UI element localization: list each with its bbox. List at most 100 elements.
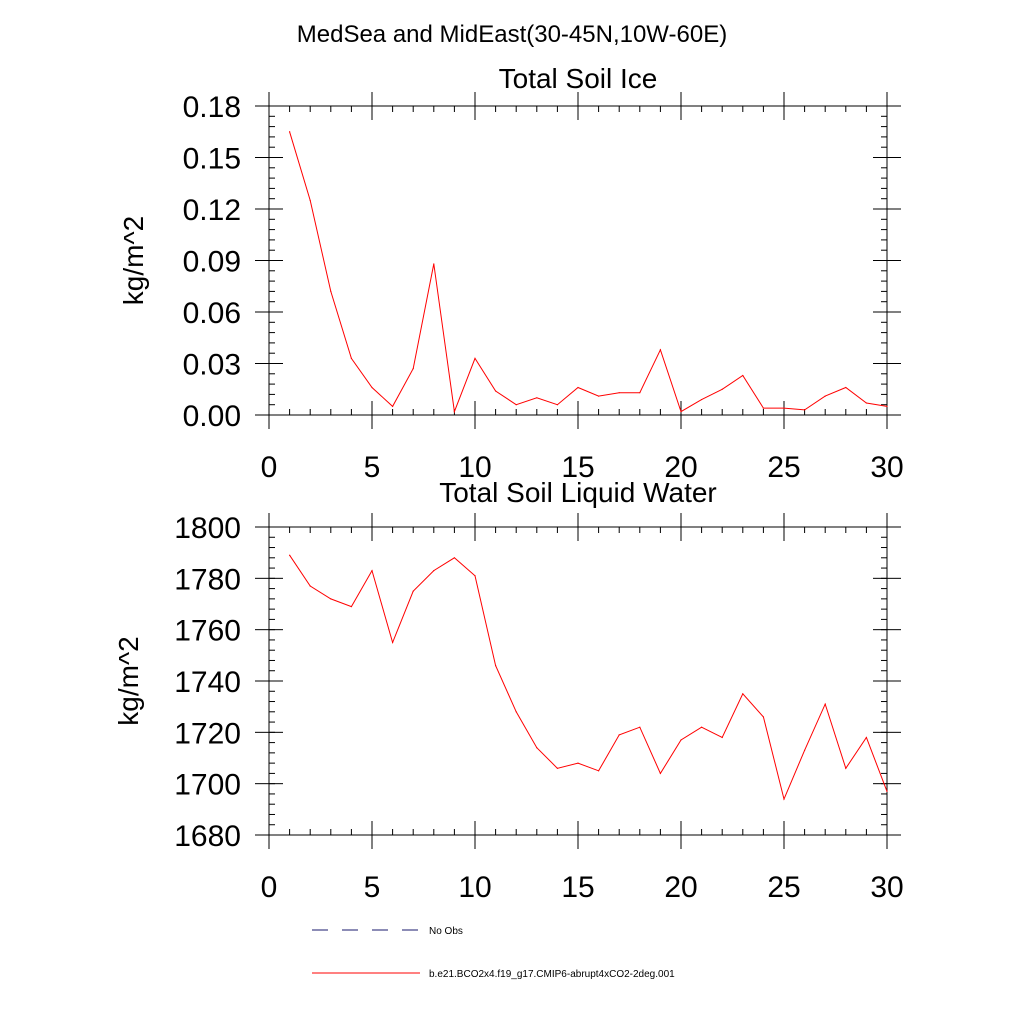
data-point [598,395,600,397]
data-point [289,131,291,133]
data-point [742,693,744,695]
data-point [762,716,765,718]
data-point [618,392,620,394]
y-tick-label: 1780 [174,563,241,596]
plot-frame [268,105,888,416]
data-point [680,410,682,413]
y-tick-label: 1760 [174,615,241,648]
data-point [577,762,579,764]
data-point [577,386,579,389]
data-point [330,290,332,292]
x-tick-label: 30 [870,871,903,904]
data-point [453,410,455,413]
data-point [618,734,620,736]
legend: No Obs b.e21.BCO2x4.f19_g17.CMIP6-abrupt… [312,926,675,980]
data-point [845,386,847,389]
data-point [495,390,497,392]
y-tick-label: 0.09 [183,246,241,279]
data-point [392,405,394,408]
x-tick-label: 10 [458,871,491,904]
y-tick-label: 0.03 [183,349,241,382]
y-tick-label: 0.18 [183,91,241,124]
data-point [639,726,641,728]
data-point [453,557,455,559]
data-point [680,739,682,741]
x-tick-label: 20 [664,451,697,484]
y-tick-label: 0.15 [183,143,241,176]
y-tick-label: 0.12 [183,194,241,227]
x-tick-label: 25 [767,451,800,484]
data-point [865,402,868,404]
y-tick-label: 1740 [174,666,241,699]
data-point [865,736,868,739]
data-point [556,767,559,769]
data-point [886,405,888,408]
data-point [330,598,332,600]
data-point [433,570,435,572]
data-point [536,747,538,749]
data-point [536,397,538,399]
chart-title: Total Soil Ice [499,63,658,94]
data-point [639,392,641,394]
data-point [783,407,785,409]
panel-total-soil-liquid-water: Total Soil Liquid Water kg/m^2 0 5 10 15 20 25 3… [113,477,904,904]
data-point [659,349,662,351]
data-point [309,585,311,587]
data-point [515,711,517,713]
data-point [886,790,888,792]
legend-label-model: b.e21.BCO2x4.f19_g17.CMIP6-abrupt4xCO2-2… [429,969,675,980]
plot-frame [268,526,888,836]
panel-total-soil-ice: Total Soil Ice kg/m^2 0 5 10 15 20 25 30 0.00 0.03… [118,63,904,484]
series-line-model [289,554,888,801]
y-tick-label: 1700 [174,769,241,802]
x-tick-label: 15 [561,451,594,484]
data-point [350,605,352,608]
data-point [474,357,476,359]
x-tick-label: 15 [561,871,594,904]
y-tick-label: 1720 [174,717,241,750]
data-point [598,770,600,772]
x-tick-label: 25 [767,871,800,904]
y-tick-label: 0.06 [183,297,241,330]
data-point [783,798,785,800]
y-tick-label: 0.00 [183,400,241,433]
y-tick-label: 1800 [174,512,241,545]
data-point [495,665,497,667]
data-point [412,368,414,370]
data-point [824,395,826,397]
data-point [412,590,414,592]
data-point [392,641,394,644]
data-point [804,749,806,751]
data-point [371,570,373,572]
chart-title: Total Soil Liquid Water [439,477,717,508]
data-point [742,374,744,377]
data-point [701,398,703,401]
series-line-model [289,131,888,414]
x-tick-label: 5 [364,871,381,904]
data-point [824,703,826,705]
y-tick-label: 1680 [174,820,241,853]
data-point [474,575,476,577]
data-point [659,772,662,775]
data-point [762,407,765,409]
data-point [721,736,723,739]
y-axis-label: kg/m^2 [118,216,149,305]
x-tick-label: 0 [261,871,278,904]
data-point [350,357,352,359]
data-point [701,726,703,728]
data-point [804,409,806,411]
legend-label-no-obs: No Obs [429,926,463,937]
data-point [845,767,847,769]
y-axis-label: kg/m^2 [113,636,144,725]
x-tick-label: 10 [458,451,491,484]
x-tick-label: 0 [261,451,278,484]
x-tick-label: 20 [664,871,697,904]
x-tick-label: 5 [364,451,381,484]
data-point [371,386,373,389]
figure-title: MedSea and MidEast(30-45N,10W-60E) [297,21,727,48]
data-point [309,199,311,202]
data-point [515,404,517,406]
data-point [289,554,291,556]
data-point [433,263,435,265]
